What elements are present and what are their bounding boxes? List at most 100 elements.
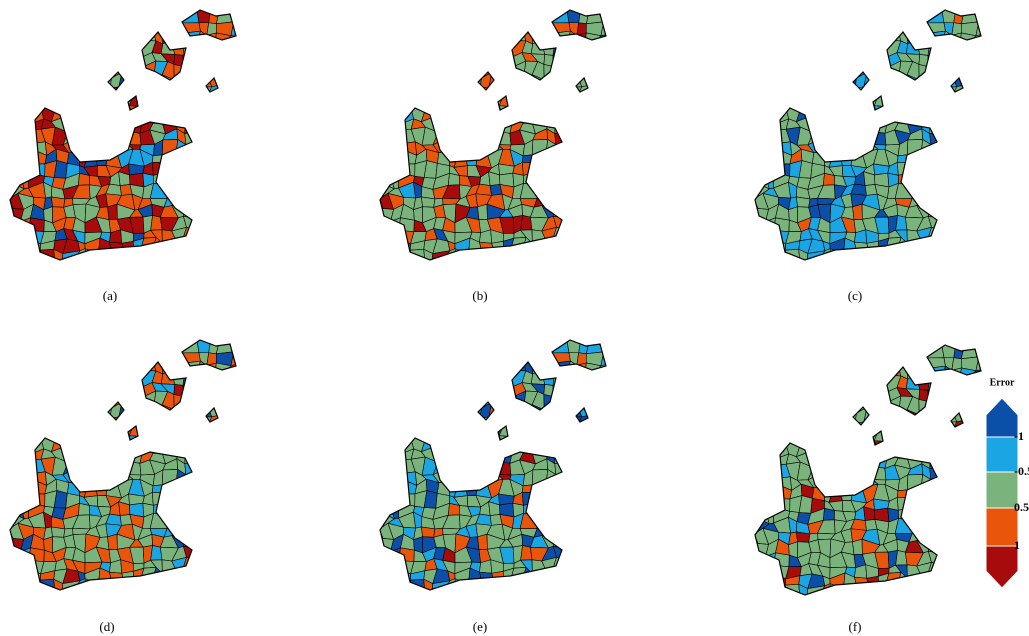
region [588,150,599,167]
region [585,161,599,176]
region [763,63,780,77]
region [99,111,106,124]
region [377,265,392,277]
region [111,34,119,45]
region [456,592,466,608]
region [898,249,912,262]
region [128,350,141,366]
region [751,251,770,266]
region [488,118,504,131]
region [50,326,67,341]
region [0,144,7,156]
region [218,150,229,167]
region [73,78,89,90]
region [567,241,581,254]
region [106,120,120,130]
region [530,0,547,8]
region [42,50,56,64]
region [531,96,547,108]
region [906,96,922,108]
region [544,437,559,454]
region [576,449,589,460]
region [433,100,447,110]
region [404,393,417,407]
region [197,241,211,254]
region [239,545,252,559]
region [369,28,383,41]
region [183,163,201,173]
region [445,385,458,399]
region [951,107,960,120]
region [134,362,141,370]
region [787,595,800,607]
region [941,554,952,566]
region [553,185,571,198]
region [585,535,601,552]
region [108,326,118,340]
region [216,61,232,78]
region [762,333,774,346]
region [131,40,141,58]
region [599,259,610,276]
region [0,482,14,497]
region [596,118,613,133]
region [609,215,622,229]
region [107,127,120,144]
region [799,39,810,54]
region [133,249,144,266]
region [20,352,31,365]
region [150,427,165,438]
region [239,559,256,570]
region [239,0,251,12]
region [609,559,626,570]
region [884,347,899,357]
region [88,471,96,486]
region [206,491,222,505]
region [598,174,614,188]
region [456,108,471,124]
region [509,87,520,98]
region [196,327,211,341]
region [598,0,609,12]
region [467,384,483,399]
region [597,526,611,542]
region [504,362,511,370]
region [852,477,865,487]
region [774,365,787,376]
region [821,0,834,12]
region [390,22,401,35]
region [541,363,554,373]
region [757,28,768,43]
region [207,561,222,571]
region [183,0,197,13]
region [30,87,44,101]
region [568,167,576,172]
region [186,426,200,437]
region [84,480,97,497]
region [943,167,951,172]
region [488,370,505,382]
region [62,338,77,353]
region [0,446,8,459]
region [204,371,222,388]
region [610,53,625,68]
region [392,230,399,240]
region [466,120,479,134]
region [171,363,184,373]
region [577,195,586,211]
region [161,96,177,108]
region [488,350,504,366]
region [389,77,405,88]
region [498,409,515,420]
region [768,85,776,101]
region [197,41,211,55]
region [828,433,846,446]
region [503,592,514,608]
region [928,54,942,67]
region [556,415,569,427]
region [0,174,13,183]
region [509,351,523,363]
region [75,55,88,69]
region [597,139,613,155]
region [18,581,35,596]
